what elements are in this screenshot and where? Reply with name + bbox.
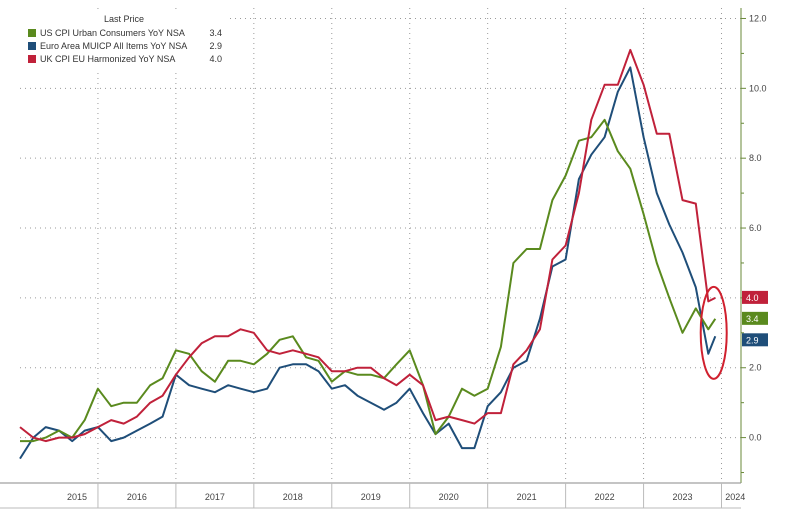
legend-entry-value: 2.9 xyxy=(209,41,222,51)
last-value-badge-bg xyxy=(742,290,768,304)
legend: Last Price US CPI Urban Consumers YoY NSA… xyxy=(20,10,228,70)
x-tick-label: 2020 xyxy=(439,492,459,502)
series-line-1 xyxy=(19,66,717,460)
last-value-badge-bg xyxy=(742,333,768,347)
last-value-badge-0: 3.4 xyxy=(742,311,768,325)
legend-box xyxy=(20,10,228,70)
x-tick-label: 2021 xyxy=(517,492,537,502)
x-tick-label: 2019 xyxy=(361,492,381,502)
last-value-text: 2.9 xyxy=(746,335,759,345)
last-value-text: 4.0 xyxy=(746,293,759,303)
x-tick-label: 2017 xyxy=(205,492,225,502)
highlight-ellipse xyxy=(699,285,728,380)
legend-entry: US CPI Urban Consumers YoY NSA 3.4 xyxy=(28,28,222,38)
legend-entry-name: US CPI Urban Consumers YoY NSA xyxy=(40,28,185,38)
legend-swatch xyxy=(28,42,36,50)
y-tick-label: 2.0 xyxy=(749,363,762,373)
legend-entry-name: UK CPI EU Harmonized YoY NSA xyxy=(40,54,175,64)
legend-entry: Euro Area MUICP All Items YoY NSA 2.9 xyxy=(28,41,222,51)
series-line-0 xyxy=(20,118,717,443)
annotation-layer xyxy=(699,285,728,380)
x-tick-label: 2022 xyxy=(595,492,615,502)
legend-entry-value: 4.0 xyxy=(209,54,222,64)
y-tick-label: 6.0 xyxy=(749,223,762,233)
x-tick-label: 2015 xyxy=(67,492,87,502)
legend-entry-value: 3.4 xyxy=(209,28,222,38)
y-tick-label: 8.0 xyxy=(749,153,762,163)
x-tick-label: 2024 xyxy=(725,492,745,502)
last-value-labels: 3.4 2.9 4.0 xyxy=(742,290,768,347)
legend-swatch xyxy=(28,29,36,37)
x-tick-label: 2023 xyxy=(673,492,693,502)
series-line-2 xyxy=(19,48,716,443)
y-tick-label: 0.0 xyxy=(749,433,762,443)
axis-layer: 0.0 2.0 4.0 6.0 8.0 10.0 12.0 2015 2016 2017 2018 2… xyxy=(0,8,767,509)
legend-swatch xyxy=(28,55,36,63)
last-value-badge-1: 2.9 xyxy=(742,333,768,347)
y-tick-label: 12.0 xyxy=(749,13,767,23)
legend-title: Last Price xyxy=(104,14,144,24)
legend-entry-name: Euro Area MUICP All Items YoY NSA xyxy=(40,41,187,51)
last-value-badge-2: 4.0 xyxy=(742,290,768,304)
series-layer xyxy=(19,48,717,460)
y-tick-label: 10.0 xyxy=(749,83,767,93)
last-value-badge-bg xyxy=(742,311,768,325)
x-tick-label: 2016 xyxy=(127,492,147,502)
x-tick-label: 2018 xyxy=(283,492,303,502)
last-value-text: 3.4 xyxy=(746,314,759,324)
legend-entry: UK CPI EU Harmonized YoY NSA 4.0 xyxy=(28,54,222,64)
